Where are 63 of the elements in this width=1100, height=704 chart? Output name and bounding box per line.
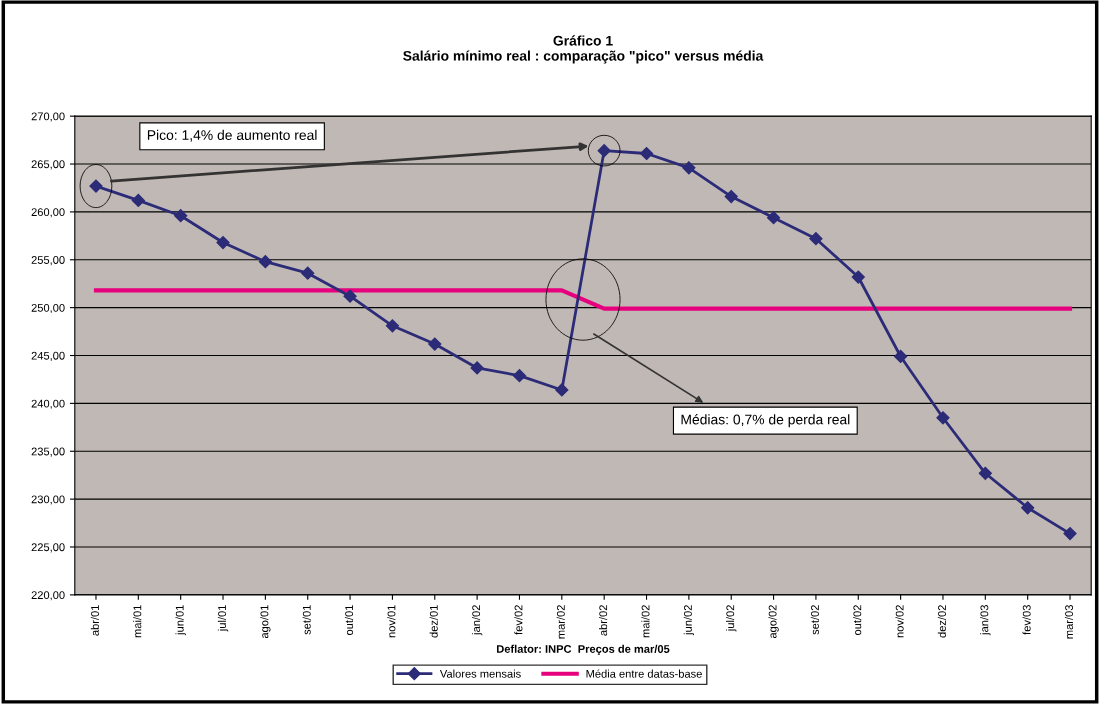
y-tick-label: 235,00 (31, 447, 65, 457)
point (343, 289, 357, 303)
x-tick-label: ago/01 (260, 605, 271, 639)
x-tick-label: mar/03 (1064, 605, 1074, 639)
point (301, 266, 315, 280)
point (682, 161, 696, 175)
x-tick-label: mar/02 (556, 605, 565, 639)
point (131, 193, 145, 208)
x-axis-title: Deflator: INPC Preços de mar/05 (496, 644, 670, 656)
x-tick-label: jul/01 (217, 605, 229, 632)
chart-title: Gráfico 1 Salário mínimo real : comparação "pico" versus média (403, 35, 764, 64)
point (936, 411, 950, 425)
x-tick-label: jan/02 (471, 605, 483, 636)
x-tick-label: dez/02 (937, 605, 946, 638)
legend-label: Média entre datas-base (586, 669, 702, 678)
point (894, 349, 908, 364)
point (470, 361, 484, 375)
y-tick-label: 225,00 (31, 543, 65, 553)
y-tick-label: 270,00 (31, 112, 65, 122)
x-tick-label: fev/03 (1022, 605, 1031, 635)
x-tick-label: set/02 (810, 605, 819, 635)
x-tick-label: nov/02 (895, 605, 904, 638)
x-tick-label: jul/02 (726, 605, 737, 632)
y-tick-label: 240,00 (31, 399, 65, 409)
point (428, 337, 442, 351)
point (724, 189, 738, 204)
x-tick-label: jan/03 (980, 605, 991, 636)
point (639, 146, 654, 161)
point (766, 211, 781, 225)
x-tick-label: abr/02 (599, 605, 608, 636)
y-tick-label: 220,00 (31, 591, 65, 601)
point (385, 319, 400, 333)
annotation: Médias: 0,7% de perda real (681, 414, 850, 428)
point (512, 369, 527, 383)
x-tick-label: nov/01 (387, 605, 396, 638)
point (809, 232, 823, 246)
annotation: Pico: 1,4% de aumento real (147, 129, 317, 142)
y-tick-label: 260,00 (31, 208, 65, 218)
y-tick-label: 230,00 (31, 495, 65, 505)
x-tick-label: dez/01 (429, 605, 438, 638)
x-tick-label: set/01 (302, 605, 311, 635)
point (1063, 527, 1077, 541)
point (1021, 501, 1035, 515)
x-tick-label: fev/02 (514, 605, 523, 635)
x-tick-label: out/02 (853, 605, 862, 636)
y-tick-label: 265,00 (31, 160, 65, 170)
point (216, 235, 230, 250)
x-tick-label: ago/02 (768, 605, 779, 639)
point (978, 466, 992, 480)
y-tick-label: 255,00 (31, 256, 65, 266)
y-tick-label: 245,00 (31, 351, 65, 361)
x-tick-label: mai/02 (641, 605, 650, 638)
point (851, 270, 865, 284)
point (174, 209, 188, 223)
y-tick-label: 250,00 (31, 303, 65, 314)
point (555, 383, 569, 397)
x-tick-label: jun/01 (175, 605, 186, 636)
legend-label: Valores mensais (439, 669, 521, 678)
x-tick-label: jun/02 (683, 605, 695, 636)
x-tick-label: mai/01 (133, 605, 142, 638)
point (258, 255, 272, 269)
x-tick-label: abr/01 (90, 605, 99, 636)
x-tick-label: out/01 (344, 605, 354, 636)
